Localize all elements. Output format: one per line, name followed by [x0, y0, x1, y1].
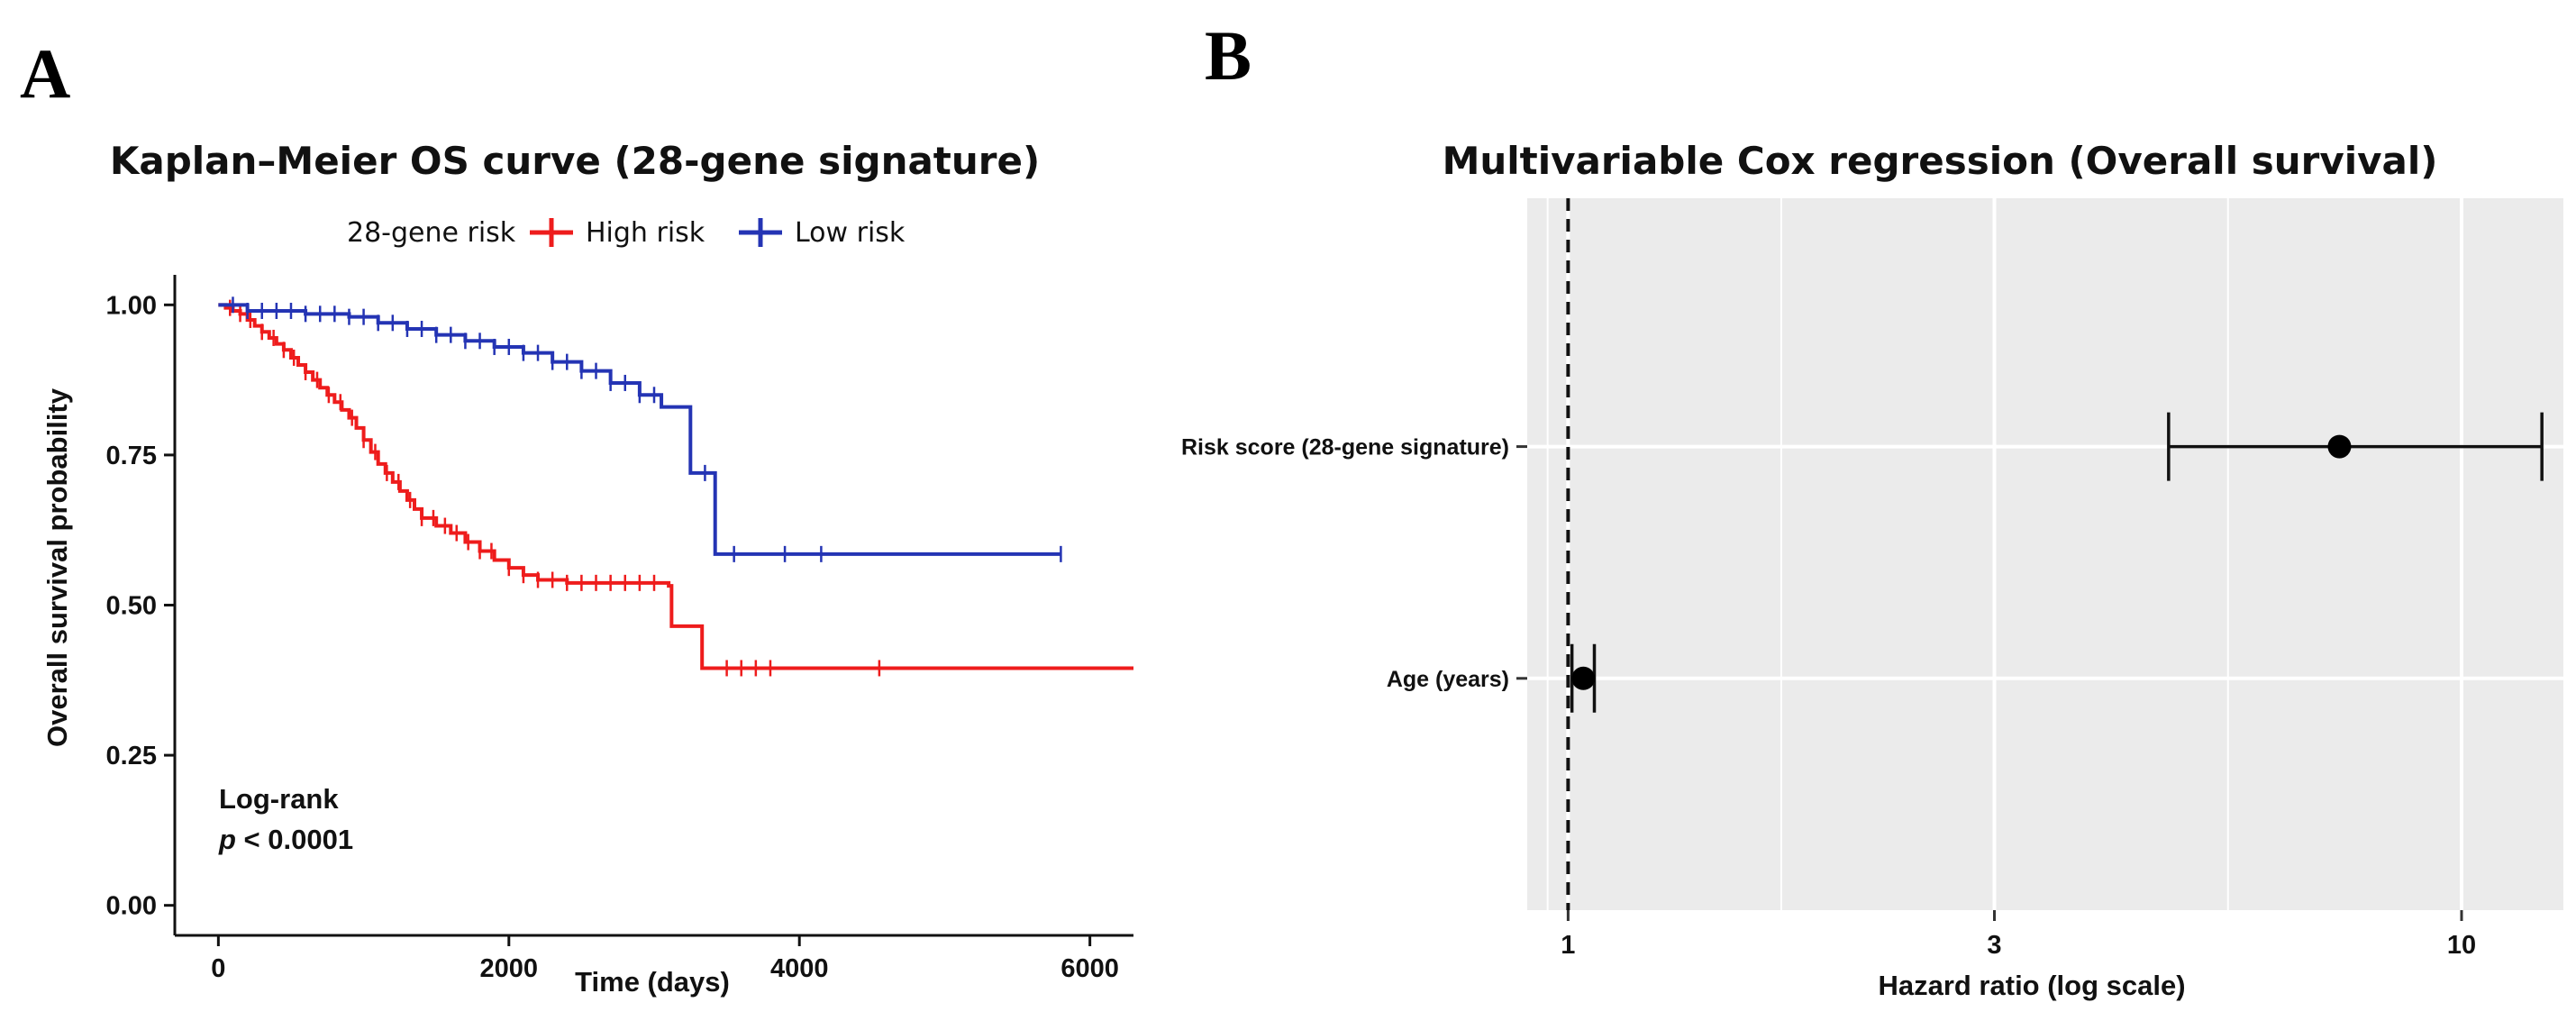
panel-label-b: B	[1205, 16, 1252, 95]
forest-point-estimate	[1571, 666, 1596, 690]
forest-chart-title: Multivariable Cox regression (Overall su…	[1443, 139, 2438, 183]
km-y-tick-label: 0.25	[106, 742, 157, 770]
forest-plot-panel	[1527, 198, 2563, 910]
km-y-tick-label: 1.00	[106, 291, 157, 320]
km-annotation-p-symbol: p	[218, 824, 236, 855]
km-y-tick-label: 0.50	[106, 592, 157, 621]
km-annotation-line1: Log-rank	[219, 783, 339, 815]
forest-row-label: Age (years)	[1387, 667, 1509, 692]
km-legend-title: 28-gene risk	[347, 217, 516, 249]
forest-x-tick-label: 10	[2447, 931, 2476, 960]
km-series	[218, 296, 1133, 677]
km-annotation-p-rest: < 0.0001	[236, 824, 353, 855]
km-x-tick-label: 6000	[1060, 954, 1119, 983]
km-x-tick-label: 4000	[770, 954, 829, 983]
km-chart-title: Kaplan–Meier OS curve (28-gene signature…	[110, 139, 1040, 183]
km-x-tick-label: 0	[211, 954, 225, 983]
km-annotation-pvalue: p < 0.0001	[218, 824, 353, 855]
forest-point-estimate	[2327, 434, 2352, 459]
forest-x-axis-title: Hazard ratio (log scale)	[1878, 970, 2185, 1001]
km-x-tick-label: 2000	[480, 954, 539, 983]
km-y-axis-title: Overall survival probability	[41, 387, 73, 747]
km-annotation: Log-rank p < 0.0001	[218, 783, 353, 855]
km-curve-low	[218, 303, 1061, 556]
km-x-axis-title: Time (days)	[575, 966, 730, 998]
km-legend-key-high	[530, 218, 573, 247]
km-chart: Kaplan–Meier OS curve (28-gene signature…	[41, 139, 1133, 998]
forest-x-tick-label: 3	[1987, 931, 2001, 960]
panel-label-a: A	[20, 34, 70, 113]
forest-chart: Multivariable Cox regression (Overall su…	[1181, 139, 2563, 1001]
km-curve-high	[218, 303, 1133, 670]
forest-x-tick-label: 1	[1561, 931, 1575, 960]
km-ticks: 0.00 0.25 0.50 0.75 1.00 0 2000 4000 6000	[106, 291, 1119, 983]
forest-plot: Risk score (28-gene signature) Age (years…	[1181, 198, 2563, 960]
forest-row-label: Risk score (28-gene signature)	[1181, 435, 1509, 460]
km-legend-label-low: Low risk	[795, 217, 906, 249]
km-legend: 28-gene risk High risk Low risk	[347, 217, 906, 249]
km-y-tick-label: 0.00	[106, 892, 157, 921]
km-y-tick-label: 0.75	[106, 442, 157, 470]
km-legend-key-low	[739, 218, 782, 247]
km-legend-label-high: High risk	[586, 217, 705, 249]
